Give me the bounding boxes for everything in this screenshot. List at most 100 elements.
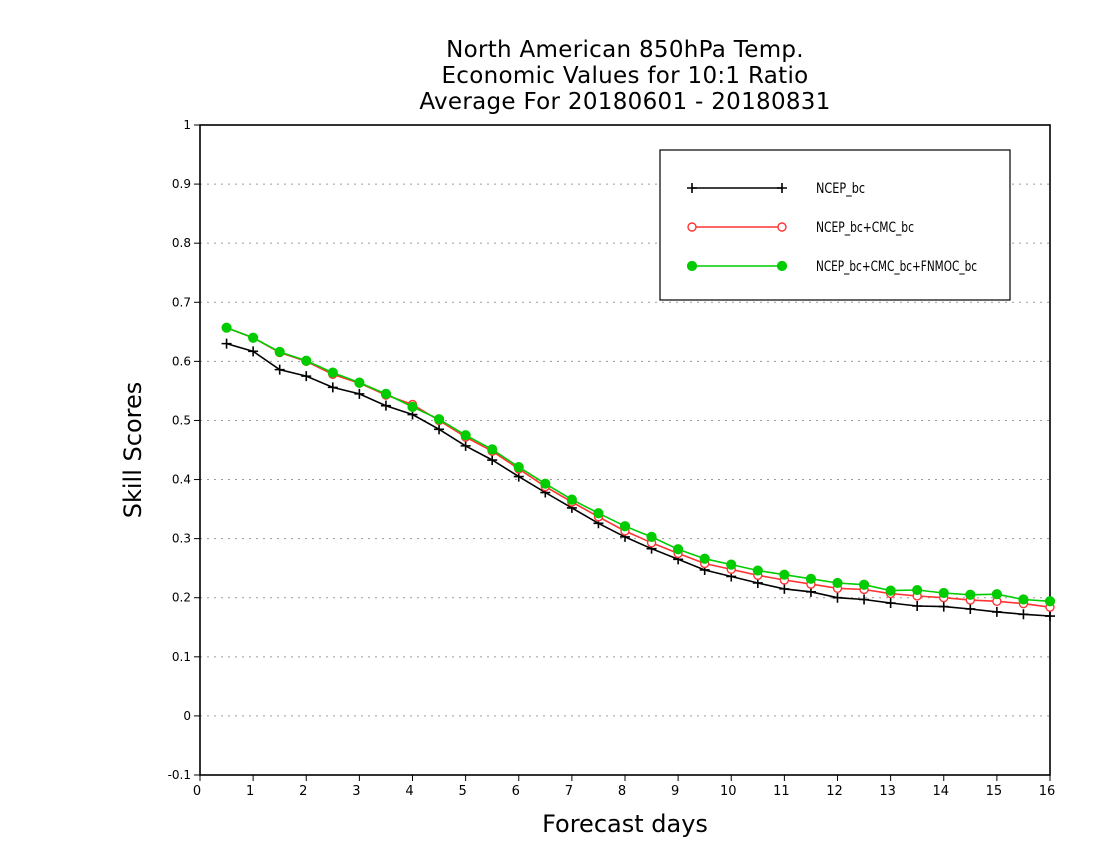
legend-label-2: NCEP_bc+CMC_bc+FNMOC_bc <box>816 259 977 275</box>
legend-marker-0-1 <box>777 183 787 193</box>
x-tick-label-10: 10 <box>720 784 737 799</box>
chart-title-line-2: Economic Values for 10:1 Ratio <box>441 63 809 89</box>
x-tick-label-8: 8 <box>618 784 626 799</box>
x-tick-label-9: 9 <box>671 784 679 799</box>
legend-label-1: NCEP_bc+CMC_bc <box>816 220 914 236</box>
series-2-point-1 <box>248 332 259 343</box>
x-tick-label-14: 14 <box>932 784 949 799</box>
series-0-point-8 <box>434 424 445 435</box>
x-tick-label-12: 12 <box>826 784 843 799</box>
series-2-point-25 <box>885 585 896 596</box>
series-2-point-13 <box>566 494 577 505</box>
series-0-point-27 <box>938 601 949 612</box>
series-0-point-1 <box>248 346 259 357</box>
y-tick-label-11: 1 <box>183 118 191 132</box>
series-0-point-3 <box>301 371 312 382</box>
series-2-point-20 <box>752 565 763 576</box>
legend-marker-1-0 <box>687 222 697 232</box>
series-line-0 <box>226 342 1051 617</box>
y-tick-label-7: 0.6 <box>172 354 191 368</box>
y-tick-label-2: 0.1 <box>172 650 191 664</box>
series-0-point-21 <box>779 583 790 594</box>
series-0-point-10 <box>487 455 498 466</box>
chart-title-line-1: North American 850hPa Temp. <box>446 37 804 63</box>
y-tick-label-9: 0.8 <box>172 236 191 250</box>
series-2-point-7 <box>407 401 418 412</box>
series-2-point-21 <box>779 569 790 580</box>
series-0-point-31 <box>1045 611 1055 622</box>
x-tick-label-2: 2 <box>299 784 307 799</box>
x-tick-label-4: 4 <box>405 784 413 799</box>
series-2-point-29 <box>991 589 1002 600</box>
series-2-point-30 <box>1018 594 1029 605</box>
series-0-point-5 <box>354 388 365 399</box>
series-line-1 <box>226 326 1051 608</box>
series-0-point-9 <box>460 440 471 451</box>
y-tick-label-4: 0.3 <box>172 532 191 546</box>
series-2-point-17 <box>673 544 684 555</box>
series-2-point-24 <box>858 579 870 590</box>
legend-label-0: NCEP_bc <box>816 181 865 197</box>
y-tick-label-10: 0.9 <box>172 177 191 191</box>
series-0-point-4 <box>327 382 338 393</box>
series-2-point-10 <box>487 444 498 455</box>
series-line-2 <box>226 326 1051 603</box>
y-axis-title: Skill Scores <box>119 381 147 519</box>
chart-title-line-3: Average For 20180601 - 20180831 <box>419 89 831 115</box>
series-2-point-22 <box>805 573 817 584</box>
series-2-point-27 <box>938 587 949 599</box>
series-2-point-23 <box>832 577 843 589</box>
series-0-point-28 <box>965 603 976 614</box>
series-2-point-5 <box>354 377 365 388</box>
series-2-point-8 <box>433 414 445 425</box>
x-tick-label-1: 1 <box>246 784 254 799</box>
x-tick-label-15: 15 <box>986 784 1003 799</box>
legend-marker-2-1 <box>776 260 788 272</box>
series-2-point-15 <box>619 521 631 532</box>
y-tick-label-1: 0 <box>183 709 191 723</box>
y-tick-label-6: 0.5 <box>172 413 191 427</box>
series-2-point-16 <box>646 531 657 542</box>
series-2-point-19 <box>726 559 737 570</box>
series-2-point-31 <box>1044 596 1056 607</box>
series-2-point-12 <box>540 478 551 489</box>
x-tick-label-16: 16 <box>1039 784 1056 799</box>
series-2-point-11 <box>513 462 524 473</box>
series-0-point-30 <box>1018 609 1029 620</box>
series-0-point-29 <box>991 606 1002 617</box>
series-0-point-2 <box>274 364 285 375</box>
x-tick-label-0: 0 <box>193 784 201 799</box>
x-tick-label-5: 5 <box>458 784 466 799</box>
legend-marker-0-0 <box>687 183 697 193</box>
series-0-point-26 <box>912 601 923 611</box>
series-0-point-24 <box>859 594 870 605</box>
series-0-point-23 <box>832 592 843 603</box>
x-tick-label-6: 6 <box>512 784 520 799</box>
series-2-point-2 <box>274 346 285 358</box>
x-tick-label-11: 11 <box>773 784 790 799</box>
series-2-point-3 <box>301 355 312 366</box>
series-2-point-9 <box>460 430 471 441</box>
y-tick-label-3: 0.2 <box>172 591 191 605</box>
legend-marker-2-0 <box>686 260 698 272</box>
y-tick-label-8: 0.7 <box>172 295 191 309</box>
y-tick-label-0: -0.1 <box>168 768 191 782</box>
x-tick-label-13: 13 <box>879 784 896 799</box>
series-2-point-4 <box>327 367 338 378</box>
series-2-point-14 <box>593 508 604 519</box>
x-tick-label-3: 3 <box>352 784 360 799</box>
x-tick-label-7: 7 <box>565 784 573 799</box>
series-2-point-28 <box>965 589 976 600</box>
y-tick-label-5: 0.4 <box>172 473 191 487</box>
series-2-point-26 <box>912 584 923 596</box>
legend-box <box>659 149 1011 301</box>
series-0-point-0 <box>221 338 232 349</box>
series-2-point-6 <box>380 388 392 399</box>
series-0-point-6 <box>380 400 391 411</box>
series-2-point-18 <box>699 553 710 564</box>
series-0-point-25 <box>885 598 896 609</box>
legend-marker-1-1 <box>777 222 787 232</box>
x-axis-title: Forecast days <box>542 810 708 838</box>
